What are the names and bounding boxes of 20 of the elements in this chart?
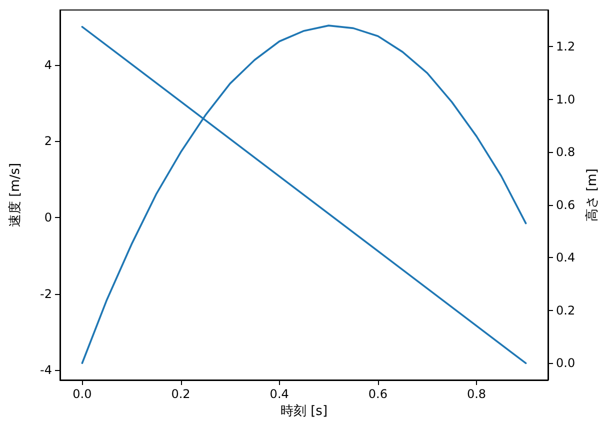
x-axis-title: 時刻 [s] — [280, 404, 328, 419]
y2-tick-label: 0.6 — [556, 198, 576, 212]
y2-tick-label: 1.0 — [556, 92, 576, 106]
y-axis-title: 速度 [m/s] — [7, 162, 23, 228]
x-tick-label: 0.6 — [368, 387, 388, 401]
y2-tick-label: 1.2 — [556, 40, 576, 54]
y2-tick-label: 0.2 — [556, 303, 576, 318]
x-tick-label: 0.8 — [466, 387, 486, 401]
y-tick-label: 4 — [44, 58, 52, 72]
y2-tick-label: 0.8 — [556, 145, 576, 160]
y-tick-label: 2 — [44, 134, 52, 148]
x-tick-label: 0.2 — [171, 387, 190, 401]
y2-tick-label: 0.0 — [556, 356, 576, 370]
y-tick-label: -4 — [40, 363, 52, 378]
x-tick-label: 0.0 — [72, 387, 92, 401]
y-tick-label: -2 — [40, 286, 52, 301]
y-tick-label: 0 — [44, 210, 52, 225]
x-tick-label: 0.4 — [270, 387, 289, 401]
y2-tick-label: 0.4 — [556, 250, 576, 265]
y2-axis-title: 高さ [m] — [584, 168, 600, 222]
